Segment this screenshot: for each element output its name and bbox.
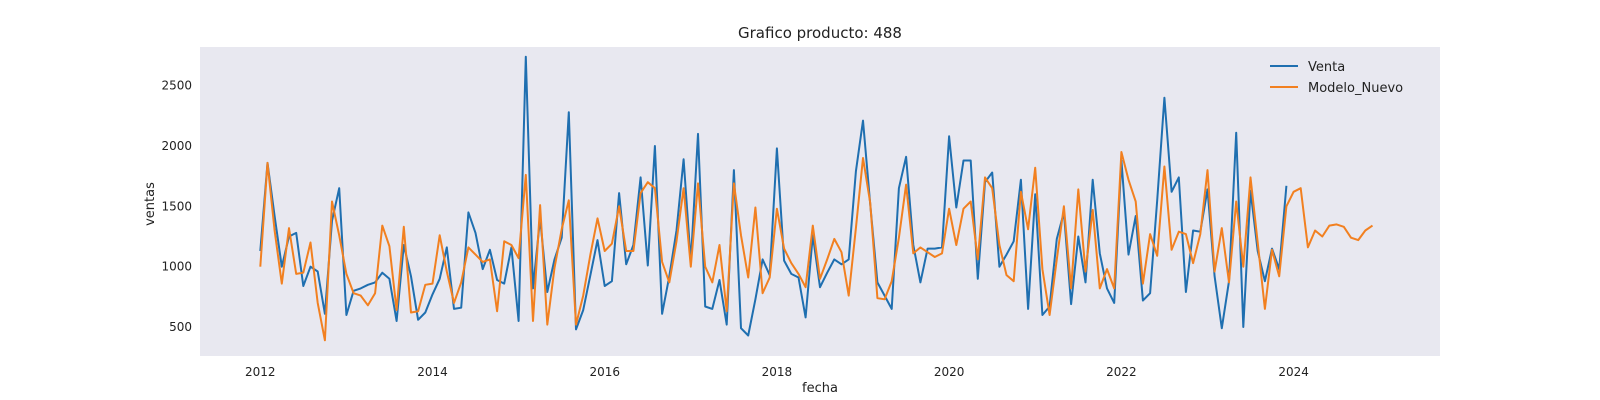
y-tick-label: 1500	[161, 199, 192, 213]
y-axis-label: ventas	[143, 182, 158, 226]
legend-label: Venta	[1308, 60, 1345, 75]
chart-title: Grafico producto: 488	[738, 24, 902, 42]
series-lines	[259, 55, 1374, 342]
series-line-modelo-nuevo	[259, 151, 1374, 342]
x-tick-label: 2012	[245, 365, 276, 379]
y-tick-label: 1000	[161, 260, 192, 274]
x-tick-label: 2018	[762, 365, 793, 379]
legend: Venta Modelo_Nuevo	[1270, 60, 1403, 96]
y-tick-label: 2500	[161, 79, 192, 93]
x-tick-label: 2016	[589, 365, 620, 379]
axis-ticks: 2012 2014 2016 2018 2020 2022 2024 500 1000 1500 2…	[161, 79, 1308, 379]
x-tick-label: 2022	[1106, 365, 1137, 379]
x-tick-label: 2024	[1278, 365, 1309, 379]
legend-label: Modelo_Nuevo	[1308, 81, 1403, 96]
y-tick-label: 2000	[161, 139, 192, 153]
x-axis-label: fecha	[802, 381, 838, 396]
x-tick-label: 2014	[417, 365, 448, 379]
x-tick-label: 2020	[934, 365, 965, 379]
y-tick-label: 500	[169, 320, 192, 334]
